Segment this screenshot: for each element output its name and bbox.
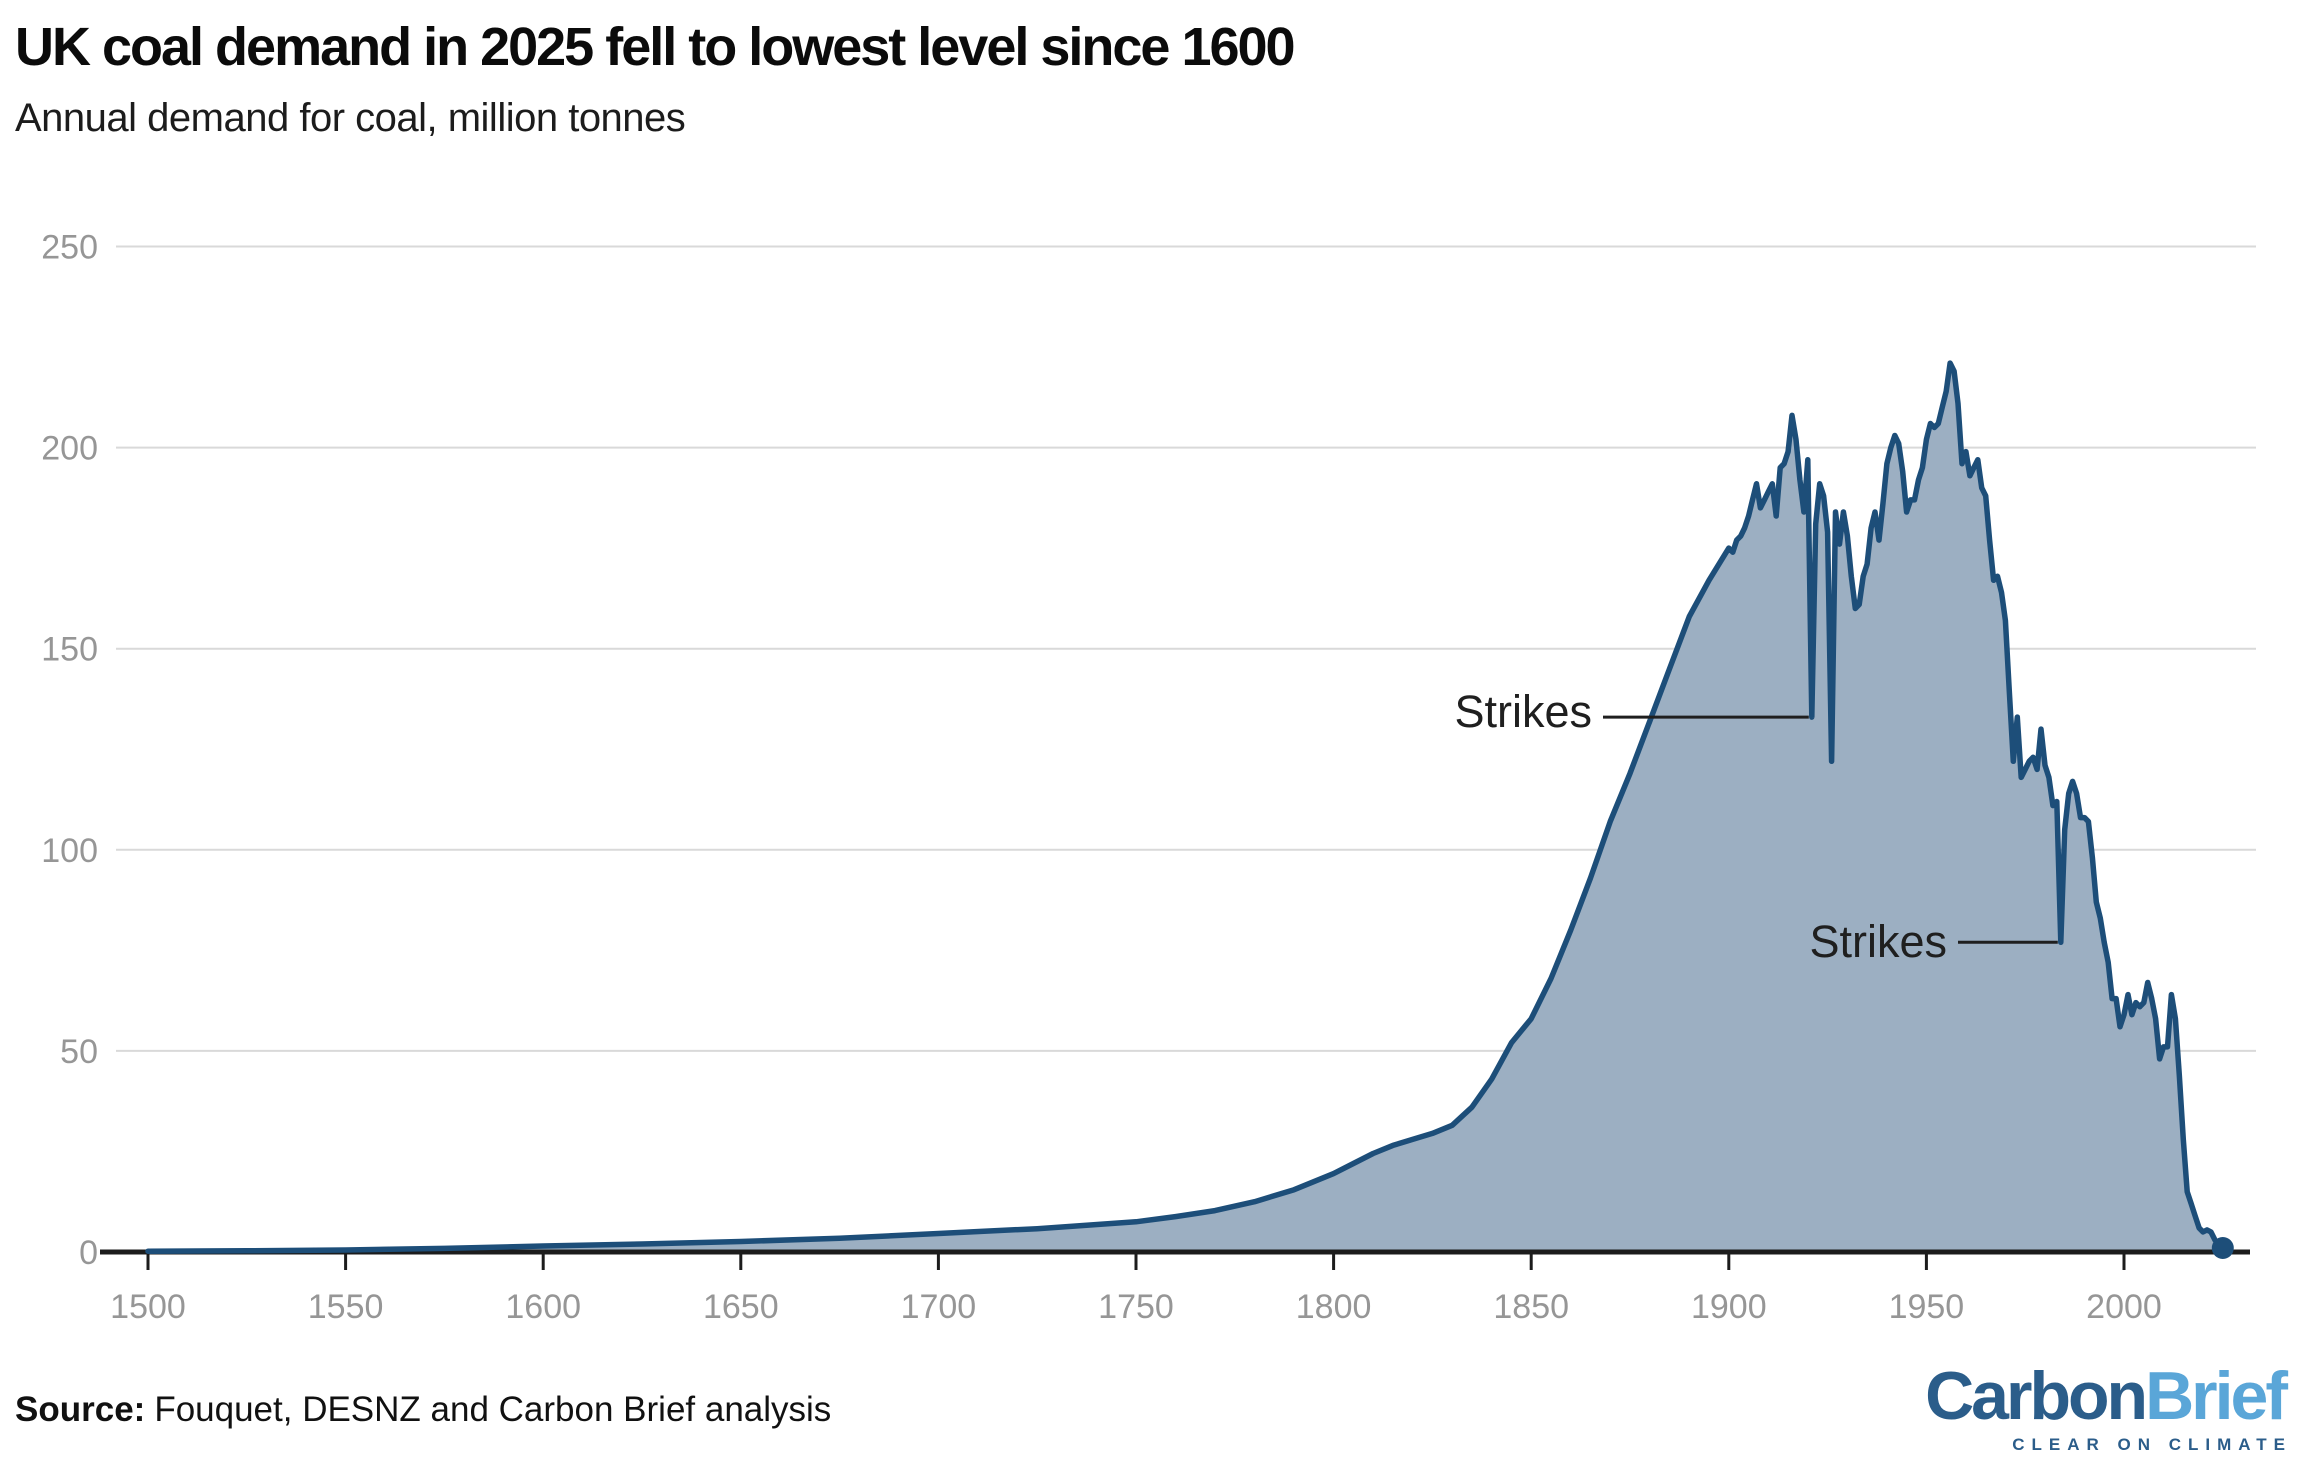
logo-brief-text: Brief — [2145, 1358, 2288, 1434]
y-tick-label: 50 — [60, 1033, 98, 1071]
x-tick-label: 1900 — [1691, 1288, 1767, 1326]
logo-tagline: CLEAR ON CLIMATE — [2012, 1435, 2292, 1454]
x-tick-label: 1550 — [308, 1288, 384, 1326]
x-tick-label: 1850 — [1493, 1288, 1569, 1326]
y-tick-label: 0 — [79, 1234, 98, 1272]
chart-subtitle: Annual demand for coal, million tonnes — [15, 96, 686, 140]
annotation-label: Strikes — [1454, 686, 1592, 737]
page-title: UK coal demand in 2025 fell to lowest le… — [15, 17, 1296, 77]
annotation-label: Strikes — [1809, 916, 1947, 967]
logo-carbon-text: Carbon — [1925, 1358, 2148, 1434]
x-tick-label: 1650 — [703, 1288, 779, 1326]
x-tick-label: 1600 — [505, 1288, 581, 1326]
y-tick-label: 150 — [41, 631, 98, 669]
carbon-brief-logo: CarbonBrief CLEAR ON CLIMATE — [1925, 1362, 2288, 1453]
source-text: Fouquet, DESNZ and Carbon Brief analysis — [154, 1390, 832, 1429]
y-tick-label: 100 — [41, 832, 98, 870]
x-tick-label: 1800 — [1296, 1288, 1372, 1326]
y-tick-label: 200 — [41, 430, 98, 468]
x-tick-label: 2000 — [2086, 1288, 2162, 1326]
carbon-brief-wordmark: CarbonBrief — [1925, 1362, 2288, 1430]
x-tick-label: 1750 — [1098, 1288, 1174, 1326]
area-fill — [148, 363, 2223, 1253]
source-label: Source: — [15, 1390, 146, 1429]
demand-line — [145, 360, 2226, 1254]
source-line: Source: Fouquet, DESNZ and Carbon Brief a… — [15, 1390, 831, 1430]
end-point-marker — [2211, 1236, 2234, 1259]
y-tick-label: 250 — [41, 229, 98, 267]
x-tick-label: 1500 — [110, 1288, 186, 1326]
x-tick-label: 1700 — [901, 1288, 977, 1326]
x-tick-label: 1950 — [1889, 1288, 1965, 1326]
